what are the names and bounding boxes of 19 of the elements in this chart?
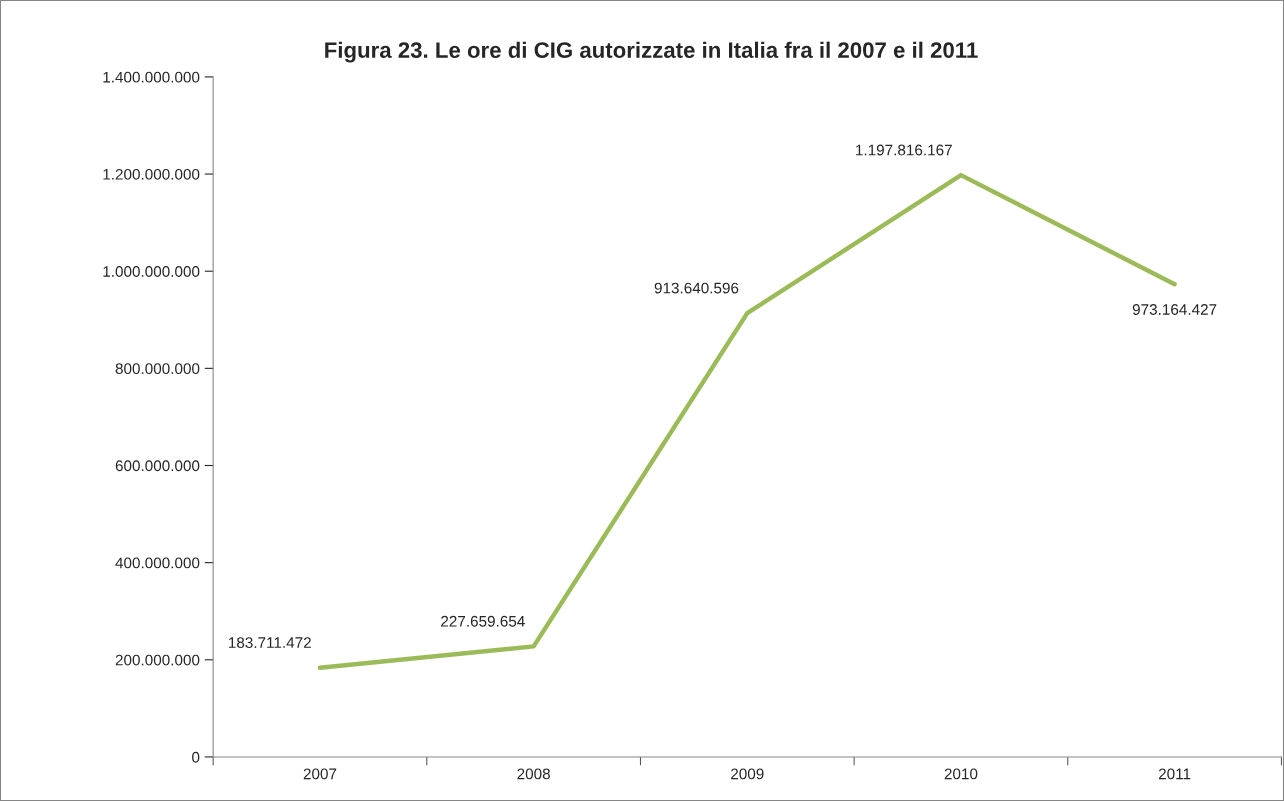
data-label: 913.640.596 xyxy=(654,282,739,294)
y-tick-label: 0 xyxy=(192,751,200,763)
data-label: 227.659.654 xyxy=(441,615,525,627)
chart-title: Figura 23. Le ore di CIG autorizzate in Italia fra il 2007 e il 2011 xyxy=(325,41,978,63)
x-tick-label: 2010 xyxy=(944,768,978,780)
y-tick-label: 800.000.000 xyxy=(115,363,200,375)
y-tick-label: 1.000.000.000 xyxy=(103,266,200,277)
x-tick-label: 2009 xyxy=(731,768,764,780)
data-label: 183.711.472 xyxy=(228,637,311,649)
data-label: 1.197.816.167 xyxy=(856,144,952,156)
x-tick-label: 2011 xyxy=(1158,768,1191,780)
y-tick-label: 600.000.000 xyxy=(115,460,200,472)
data-label: 973.164.427 xyxy=(1132,304,1217,315)
x-tick-label: 2008 xyxy=(517,768,550,780)
y-tick-label: 400.000.000 xyxy=(115,557,200,569)
y-tick-label: 200.000.000 xyxy=(115,654,200,666)
y-tick-label: 1.400.000.000 xyxy=(103,71,200,83)
x-tick-label: 2007 xyxy=(303,768,337,780)
y-tick-label: 1.200.000.000 xyxy=(103,168,200,180)
